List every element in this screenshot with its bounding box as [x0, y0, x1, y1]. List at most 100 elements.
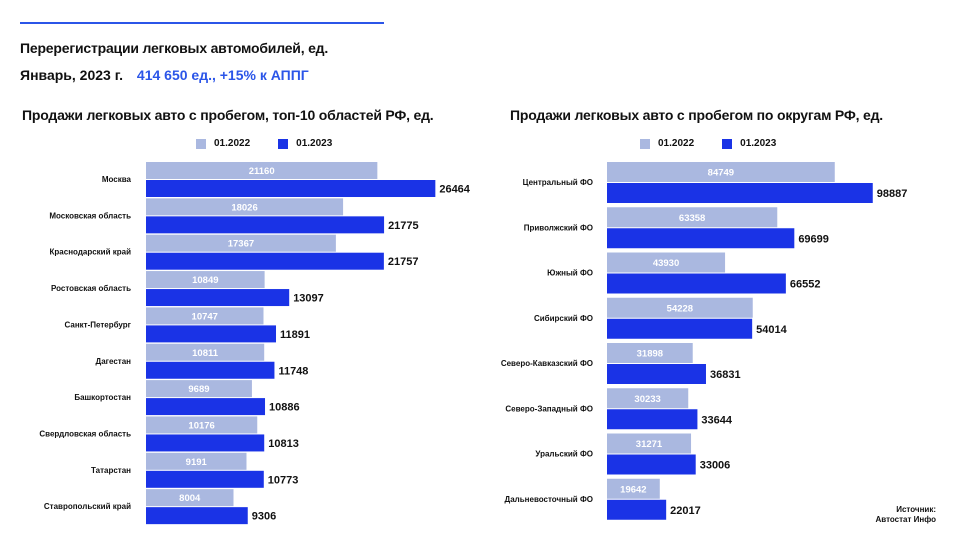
source-note: Источник: Автостат Инфо [875, 505, 936, 525]
category-label-regions: Санкт-Петербург [65, 320, 132, 329]
value-label-2022-districts: 54228 [667, 303, 693, 314]
source-name: Автостат Инфо [875, 515, 936, 524]
bar-2023-regions [146, 180, 436, 197]
category-label-districts: Южный ФО [547, 269, 593, 278]
category-label-regions: Краснодарский край [50, 248, 132, 257]
bar-2023-regions [146, 434, 265, 452]
category-label-districts: Центральный ФО [523, 178, 593, 187]
value-label-2023-districts: 69699 [798, 233, 829, 245]
legend-districts: 01.2022 01.2023 [640, 138, 804, 149]
bar-2022-regions [146, 198, 344, 216]
bar-2023-districts [607, 273, 786, 294]
value-label-2022-districts: 19642 [620, 484, 646, 495]
period-label: Январь, 2023 г. [20, 67, 124, 83]
category-label-districts: Северо-Западный ФО [505, 404, 593, 413]
category-label-districts: Северо-Кавказский ФО [501, 359, 593, 368]
value-label-2023-regions: 11891 [280, 329, 310, 341]
category-label-regions: Свердловская область [39, 429, 131, 438]
bar-2022-districts [607, 433, 692, 454]
legend-label-curr: 01.2023 [740, 138, 777, 149]
page-title: Перерегистрации легковых автомобилей, ед… [20, 40, 329, 56]
category-label-regions: Ставропольский край [44, 502, 131, 511]
legend-swatch-prev [196, 138, 206, 149]
value-label-2023-districts: 54014 [756, 324, 787, 336]
legend-swatch-curr [722, 138, 733, 149]
bar-2023-regions [146, 470, 264, 488]
category-label-regions: Башкортостан [74, 393, 131, 402]
value-label-2022-regions: 18026 [231, 202, 257, 213]
value-label-2023-districts: 33644 [701, 414, 732, 426]
category-label-regions: Дагестан [96, 357, 132, 366]
bar-2022-districts [607, 207, 778, 228]
page-subtitle: Январь, 2023 г. 414 650 ед., +15% к АППГ [20, 67, 309, 83]
bar-2023-regions [146, 398, 266, 416]
bar-2022-regions [146, 489, 234, 507]
category-label-districts: Дальневосточный ФО [505, 495, 593, 504]
value-label-2022-regions: 17367 [228, 239, 254, 250]
bar-2023-districts [607, 454, 696, 475]
bar-2023-regions [146, 361, 275, 379]
bar-2022-districts [607, 343, 693, 363]
value-label-2022-regions: 10176 [188, 420, 214, 431]
category-label-regions: Москва [102, 175, 132, 184]
value-label-2023-districts: 22017 [670, 505, 701, 517]
value-label-2022-districts: 31271 [636, 439, 663, 450]
value-label-2022-regions: 8004 [179, 493, 201, 504]
value-label-2022-regions: 21160 [249, 166, 275, 177]
value-label-2023-regions: 13097 [293, 293, 324, 305]
bar-2022-districts [607, 478, 660, 499]
value-label-2023-regions: 21757 [388, 256, 419, 268]
legend-swatch-curr [278, 138, 289, 149]
category-label-regions: Московская область [49, 211, 131, 220]
total-stats: 414 650 ед., +15% к АППГ [136, 67, 309, 83]
bar-2023-regions [146, 289, 290, 307]
bar-2023-districts [607, 499, 667, 520]
value-label-2022-regions: 9191 [186, 457, 208, 468]
value-label-2023-regions: 10773 [268, 474, 299, 486]
legend-item-prev: 01.2022 [196, 138, 250, 149]
category-label-districts: Уральский ФО [535, 450, 593, 459]
bar-2022-regions [146, 452, 247, 470]
value-label-2023-regions: 9306 [252, 511, 276, 523]
bar-2022-districts [607, 388, 689, 409]
source-label: Источник: [896, 505, 936, 514]
legend-item-curr: 01.2023 [278, 138, 332, 149]
value-label-2023-districts: 66552 [790, 279, 821, 291]
bar-2022-regions [146, 162, 378, 179]
legend-label-curr: 01.2023 [296, 138, 333, 149]
value-label-2023-regions: 11748 [278, 365, 308, 377]
value-label-2023-districts: 36831 [710, 369, 741, 381]
bar-2023-regions [146, 325, 277, 343]
legend-label-prev: 01.2022 [214, 138, 251, 149]
category-label-districts: Сибирский ФО [534, 314, 593, 323]
bar-2023-districts [607, 364, 706, 384]
bar-2022-districts [607, 162, 835, 182]
bar-2022-districts [607, 297, 753, 318]
value-label-2022-regions: 10747 [192, 311, 218, 322]
value-label-2022-districts: 30233 [634, 394, 660, 405]
bar-2022-regions [146, 380, 252, 398]
chart-title-regions: Продажи легковых авто с пробегом, топ-10… [22, 107, 434, 123]
value-label-2023-districts: 98887 [877, 188, 908, 200]
category-label-regions: Ростовская область [51, 284, 131, 293]
legend-item-prev: 01.2022 [640, 138, 694, 149]
bar-2022-regions [146, 271, 265, 289]
legend-label-prev: 01.2022 [658, 138, 695, 149]
value-label-2022-regions: 10811 [192, 348, 219, 359]
bar-2023-regions [146, 216, 385, 234]
value-label-2022-districts: 43930 [653, 258, 679, 269]
value-label-2023-districts: 33006 [700, 460, 731, 472]
value-label-2023-regions: 26464 [439, 184, 470, 196]
bar-2022-districts [607, 252, 726, 273]
value-label-2023-regions: 21775 [388, 220, 419, 232]
bar-2022-regions [146, 234, 336, 252]
legend-item-curr: 01.2023 [722, 138, 776, 149]
value-label-2022-districts: 31898 [637, 349, 663, 360]
value-label-2022-regions: 10849 [192, 275, 218, 286]
value-label-2023-regions: 10813 [268, 438, 299, 450]
bar-2023-districts [607, 318, 753, 339]
bar-2023-districts [607, 228, 795, 249]
header-accent-line [20, 22, 384, 24]
bar-2022-regions [146, 343, 265, 361]
